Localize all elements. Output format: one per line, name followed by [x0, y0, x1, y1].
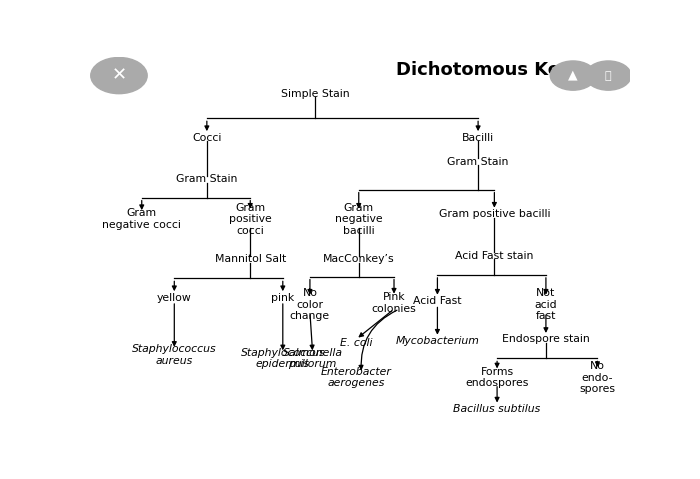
Text: ⬜: ⬜ [605, 70, 612, 80]
Text: Forms
endospores: Forms endospores [466, 367, 528, 388]
Text: No
endo-
spores: No endo- spores [580, 361, 615, 394]
Text: Not
acid
fast: Not acid fast [535, 288, 557, 321]
FancyArrowPatch shape [359, 310, 397, 369]
Text: yellow: yellow [157, 293, 192, 303]
Circle shape [91, 57, 147, 94]
Circle shape [550, 61, 596, 90]
Text: pink: pink [271, 293, 295, 303]
Text: Endospore stain: Endospore stain [502, 334, 590, 344]
Text: Gram
negative
bacilli: Gram negative bacilli [335, 203, 383, 236]
Text: Staphylococcus
aureus: Staphylococcus aureus [132, 344, 216, 366]
Text: Dichotomous Key: Dichotomous Key [395, 61, 571, 79]
Text: ✕: ✕ [111, 67, 127, 85]
Text: Simple Stain: Simple Stain [281, 89, 350, 99]
Text: Mannitol Salt: Mannitol Salt [215, 254, 286, 264]
Text: Gram Stain: Gram Stain [176, 174, 237, 184]
Circle shape [585, 61, 631, 90]
Text: Gram Stain: Gram Stain [447, 157, 509, 167]
Text: Enterobacter
aerogenes: Enterobacter aerogenes [321, 367, 391, 388]
Text: Pink
colonies: Pink colonies [372, 292, 416, 314]
Text: Gram
positive
cocci: Gram positive cocci [229, 203, 272, 236]
Text: Staphylococcus
epidermis: Staphylococcus epidermis [241, 348, 325, 369]
Text: Gram
negative cocci: Gram negative cocci [102, 208, 181, 230]
Text: Cocci: Cocci [193, 133, 221, 143]
Text: Acid Fast stain: Acid Fast stain [455, 251, 533, 261]
Text: Acid Fast: Acid Fast [413, 296, 462, 306]
Text: Bacilli: Bacilli [462, 133, 494, 143]
Text: Mycobacterium: Mycobacterium [395, 336, 480, 346]
Text: E. coli: E. coli [340, 338, 372, 348]
Text: Salmonella
pullorum: Salmonella pullorum [283, 348, 342, 369]
Text: MacConkey’s: MacConkey’s [323, 254, 395, 264]
Text: Bacillus subtilus: Bacillus subtilus [454, 404, 540, 414]
Text: ▲: ▲ [568, 68, 578, 81]
Text: Gram positive bacilli: Gram positive bacilli [439, 209, 550, 219]
Text: No
color
change: No color change [290, 288, 330, 321]
